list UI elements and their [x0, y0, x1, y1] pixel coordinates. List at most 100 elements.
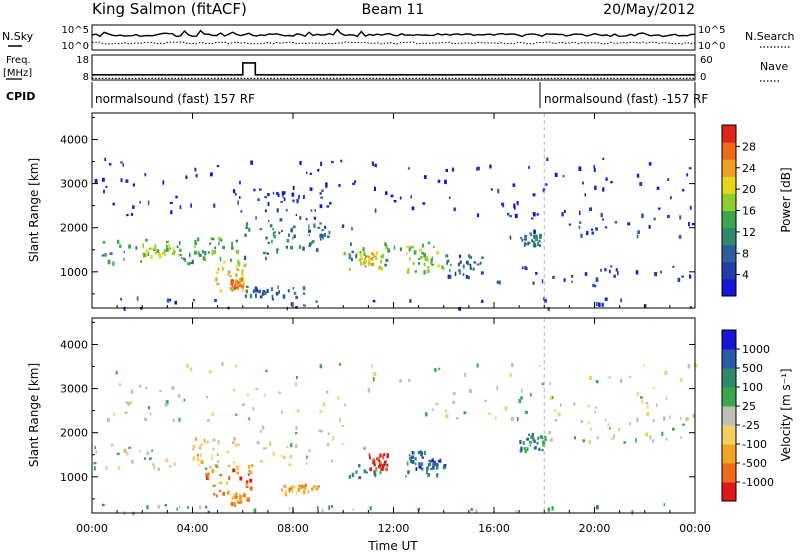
power-cell	[172, 247, 175, 250]
velocity-cell	[549, 382, 551, 386]
velocity-cell	[425, 412, 428, 417]
power-cell	[425, 256, 428, 261]
power-cell	[253, 188, 256, 192]
velocity-cell	[613, 434, 615, 439]
velocity-cell	[620, 378, 623, 384]
velocity-cell	[609, 427, 611, 430]
power-cell	[554, 172, 558, 177]
power-cell	[292, 199, 295, 203]
velocity-cell	[288, 463, 292, 466]
velocity-cell	[521, 388, 523, 393]
power-cell	[154, 243, 156, 248]
power-cell	[259, 188, 262, 191]
power-cell	[313, 216, 316, 220]
velocity-cell	[469, 389, 472, 393]
velocity-cell	[526, 437, 530, 441]
power-cell	[265, 236, 268, 240]
power-colorbar-tick-label: 8	[742, 247, 749, 260]
power-cell	[514, 213, 518, 219]
xtick-label: 04:00	[177, 522, 209, 535]
velocity-cell	[518, 399, 522, 404]
velocity-cell	[252, 406, 255, 411]
velocity-cell	[222, 492, 226, 496]
power-cell	[609, 269, 611, 274]
velocity-cell	[173, 462, 176, 466]
power-cell	[667, 178, 670, 181]
power-cell	[164, 249, 166, 253]
velocity-cell	[297, 488, 301, 492]
velocity-cell	[178, 506, 181, 509]
velocity-cell	[248, 470, 252, 473]
velocity-cell	[530, 435, 533, 439]
power-cell	[399, 247, 402, 252]
velocity-cell	[281, 488, 284, 492]
power-cell	[430, 258, 433, 263]
power-colorbar-tick-label: 16	[742, 205, 756, 218]
power-cell	[285, 245, 288, 249]
velocity-cell	[379, 471, 382, 475]
velocity-cell	[233, 493, 236, 496]
power-cell	[148, 247, 152, 250]
velocity-cell	[203, 438, 206, 443]
velocity-cell	[247, 473, 250, 476]
velocity-cell	[217, 440, 220, 445]
velocity-cell	[373, 470, 376, 474]
velocity-cell	[207, 510, 210, 514]
velocity-cell	[176, 507, 179, 511]
power-cell	[605, 177, 608, 181]
power-cell	[271, 239, 273, 244]
velocity-cell	[231, 497, 234, 500]
power-cell	[244, 233, 247, 237]
power-cell	[380, 266, 384, 271]
power-cell	[237, 268, 240, 271]
power-cell	[531, 217, 534, 220]
velocity-cell	[420, 462, 424, 466]
power-cell	[459, 260, 462, 264]
velocity-cell	[383, 453, 386, 456]
velocity-cell	[127, 401, 130, 406]
power-cell	[445, 169, 448, 172]
velocity-ytick-label: 2000	[60, 427, 88, 440]
velocity-cell	[239, 493, 241, 498]
velocity-cell	[418, 465, 422, 469]
power-cell	[123, 306, 126, 311]
power-cell	[477, 166, 480, 171]
velocity-colorbar-swatch	[722, 330, 736, 350]
velocity-cell	[421, 456, 424, 459]
velocity-cell	[665, 396, 668, 401]
power-cell	[123, 257, 125, 261]
power-cell	[94, 179, 98, 184]
power-cell	[254, 286, 258, 290]
power-colorbar-swatch	[722, 159, 736, 177]
power-cell	[213, 203, 216, 208]
power-cell	[267, 201, 270, 207]
velocity-cell	[607, 423, 610, 427]
power-cell	[363, 260, 365, 266]
power-cell	[119, 244, 122, 249]
power-cell	[178, 241, 181, 245]
power-cell	[161, 252, 165, 256]
velocity-cell	[520, 396, 523, 400]
velocity-cell	[587, 404, 590, 408]
velocity-cell	[291, 489, 294, 494]
power-cell	[234, 193, 237, 196]
power-cell	[281, 191, 285, 195]
power-cell	[195, 242, 198, 245]
power-cell	[120, 161, 123, 164]
velocity-cell	[246, 499, 248, 502]
velocity-cell	[420, 467, 424, 471]
power-cell	[281, 229, 283, 233]
power-cell	[509, 235, 512, 240]
velocity-cell	[119, 383, 121, 386]
power-cell	[410, 195, 412, 199]
power-cell	[437, 179, 441, 183]
velocity-cell	[377, 465, 381, 469]
power-cell	[135, 246, 138, 250]
power-cell	[533, 243, 537, 248]
velocity-cell	[452, 392, 456, 396]
power-cell	[190, 203, 192, 208]
velocity-cell	[405, 475, 407, 478]
velocity-cell	[594, 406, 597, 409]
